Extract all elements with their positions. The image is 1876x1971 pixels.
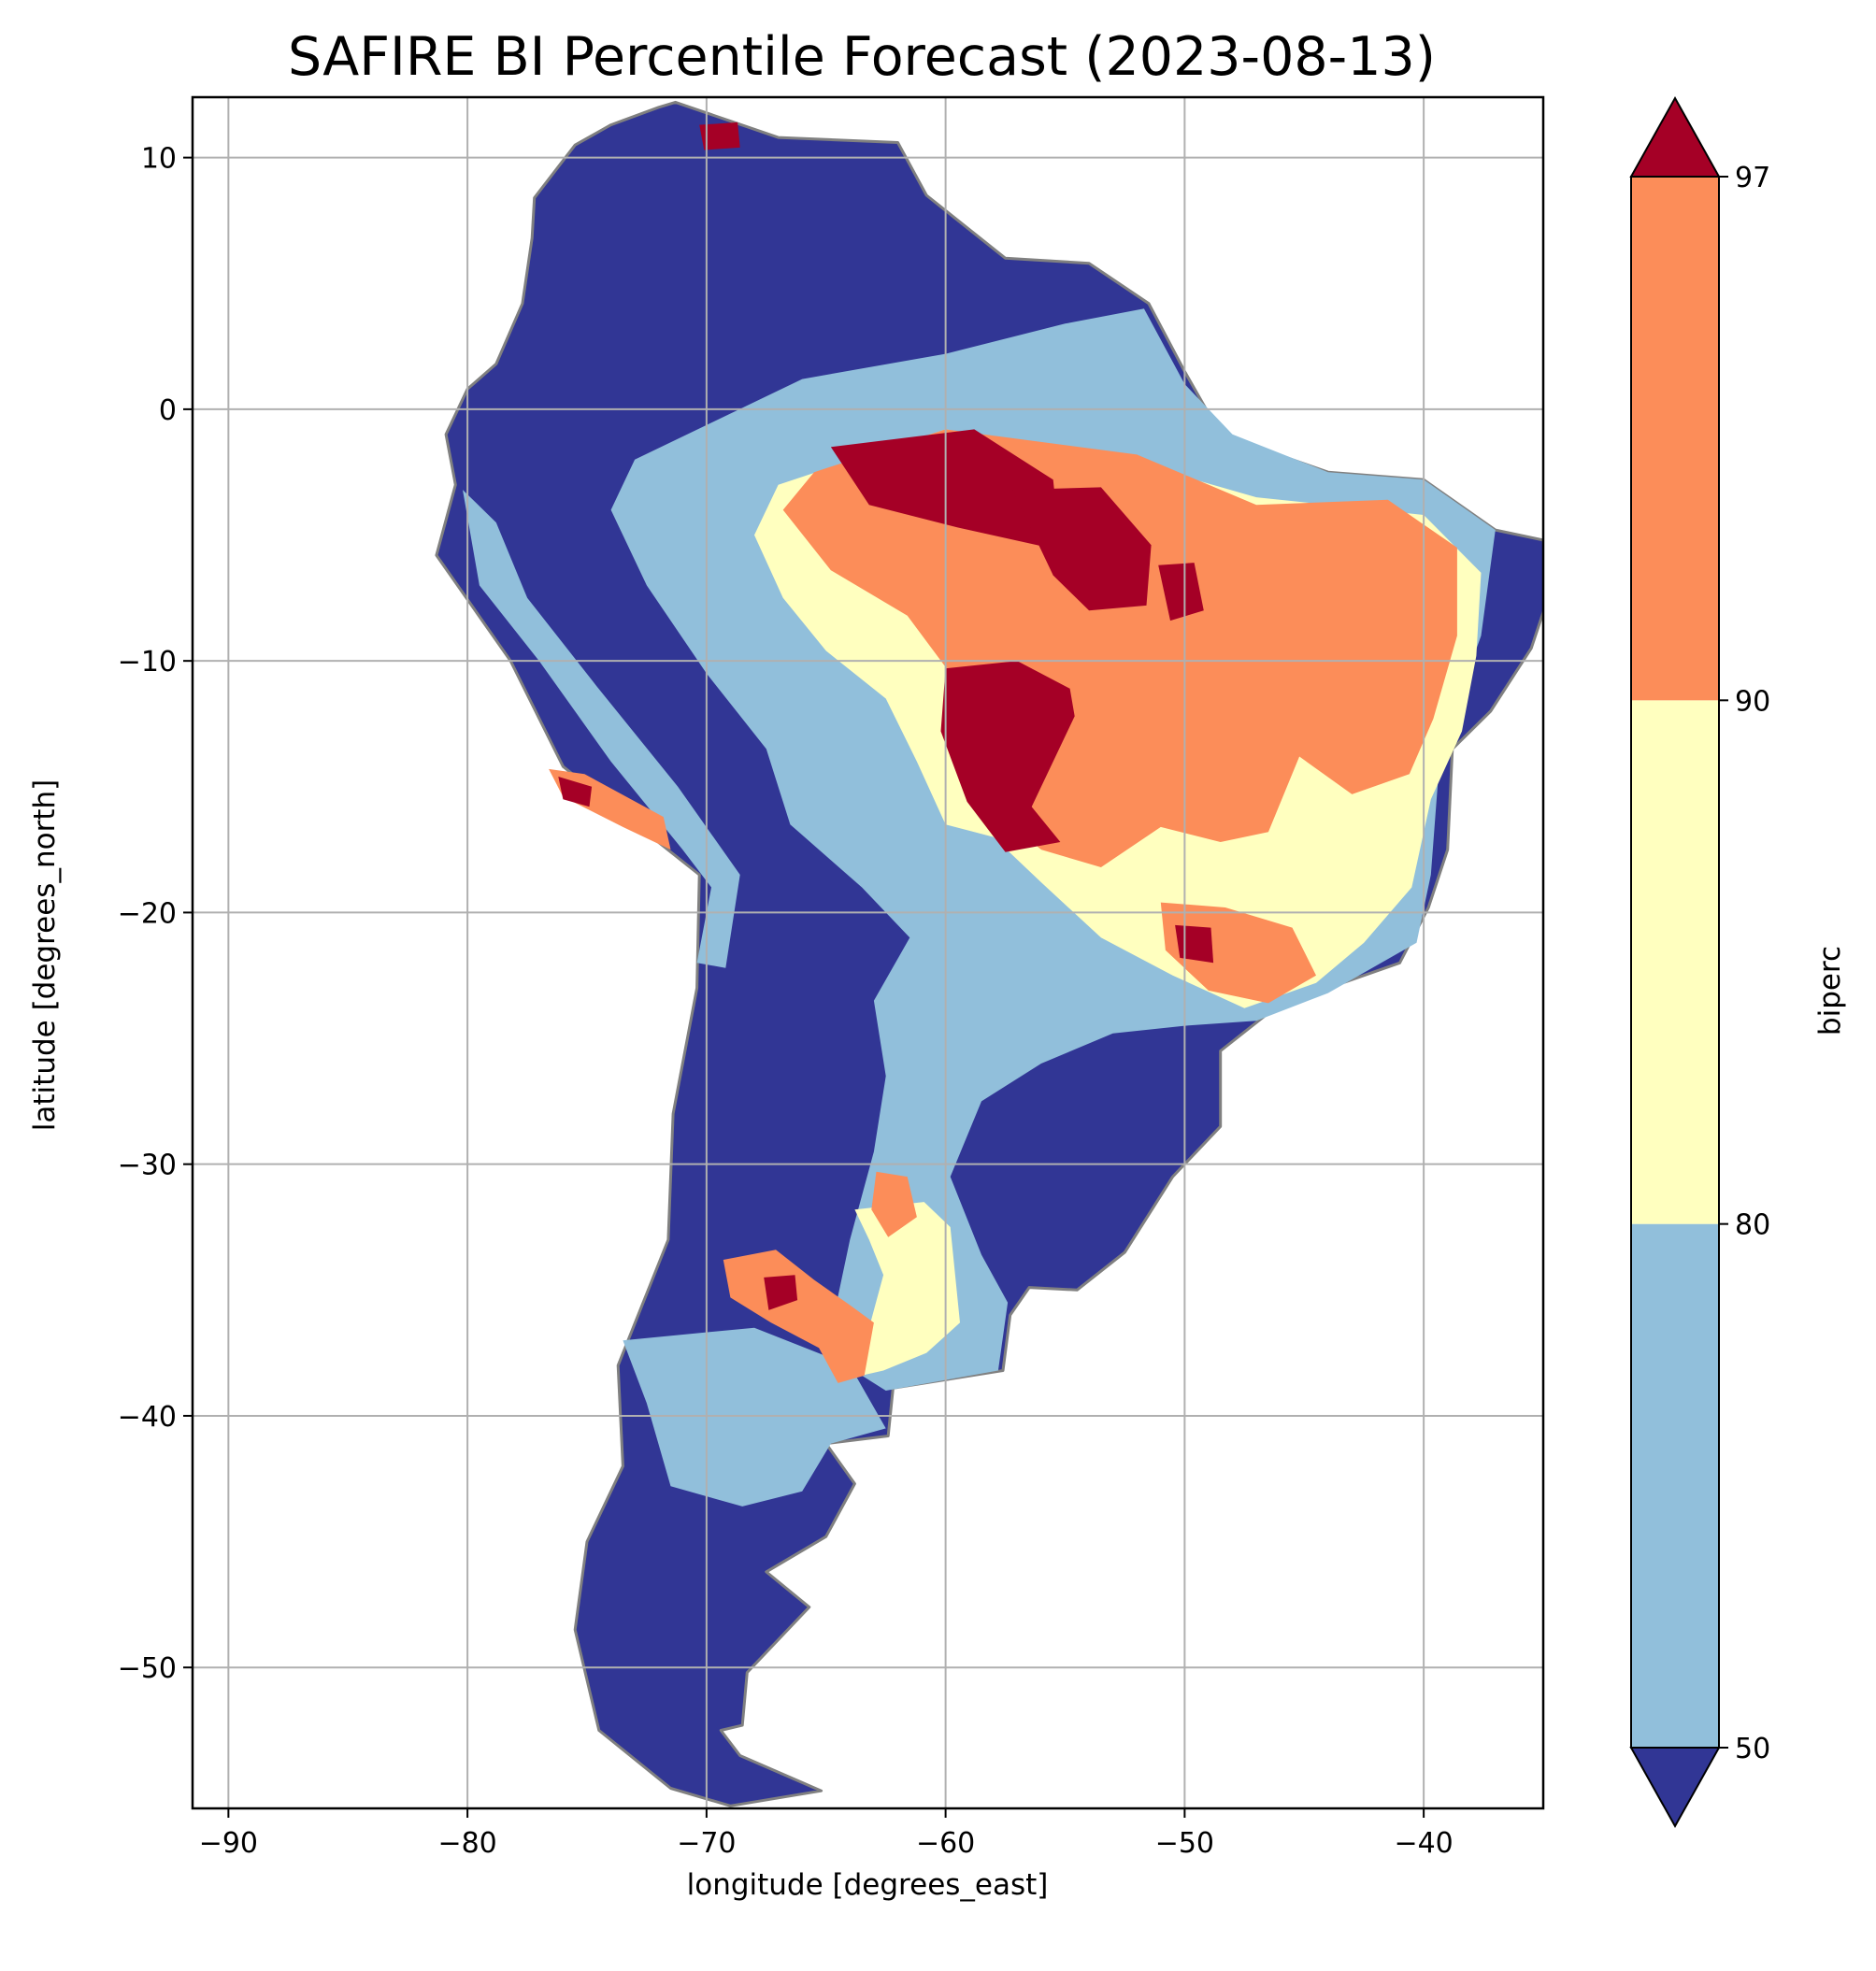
map-region-pampas-orange-2: [871, 1171, 917, 1237]
y-tick-label: −30: [118, 1150, 177, 1182]
x-tick-label: −90: [199, 1827, 258, 1860]
x-tick-label: −40: [1394, 1827, 1453, 1860]
colorbar-tick-label: 90: [1735, 685, 1770, 718]
y-tick-label: 0: [159, 394, 177, 427]
map-title: SAFIRE BI Percentile Forecast (2023-08-1…: [288, 26, 1436, 88]
y-tick-label: −40: [118, 1401, 177, 1434]
colorbar-bin-80-90: [1631, 700, 1719, 1224]
map-region-patagonia: [623, 1327, 886, 1507]
x-axis-label: longitude [degrees_east]: [687, 1868, 1049, 1902]
colorbar-tick-label: 50: [1735, 1733, 1770, 1765]
colorbar-bin-50-80: [1631, 1223, 1719, 1748]
map-region-pampas-red: [764, 1275, 798, 1310]
colorbar-bin-90-97: [1631, 177, 1719, 701]
map-region-caribbean-red: [699, 121, 740, 150]
map-region-andes-coast-red: [558, 777, 593, 807]
gridlines: [193, 97, 1543, 1808]
map-region-andes-belt: [463, 490, 740, 968]
x-tick-label: −60: [916, 1827, 975, 1860]
x-tick-label: −80: [437, 1827, 496, 1860]
map-region-pampas-yellow: [850, 1202, 960, 1378]
map-region-north-east-red-2: [1012, 487, 1152, 611]
map-region-pampas-orange-1: [723, 1250, 874, 1383]
y-tick-label: −10: [118, 646, 177, 678]
colorbar-frame: [1630, 176, 1720, 1749]
y-tick-label: −50: [118, 1652, 177, 1685]
map-region-north-east-orange: [782, 429, 1457, 867]
colorbar-label: biperc: [1813, 946, 1847, 1035]
x-tick-label: −50: [1155, 1827, 1214, 1860]
map-region-south-east-red: [1175, 924, 1214, 964]
colorbar-tick-label: 97: [1735, 162, 1770, 194]
y-axis-label: latitude [degrees_north]: [28, 779, 62, 1131]
colorbar: 50 80 90 97: [1629, 95, 1770, 1829]
map-region-north-east-red-4: [1158, 563, 1204, 621]
x-axis-ticks: −90 −80 −70 −60 −50 −40: [199, 1808, 1454, 1860]
map-region-north-east-red-3: [940, 661, 1075, 852]
y-tick-label: 10: [141, 143, 177, 176]
plot-frame: [191, 95, 1545, 1810]
y-tick-label: −20: [118, 897, 177, 930]
colorbar-tick-label: 80: [1735, 1209, 1770, 1242]
y-axis-ticks: 10 0 −10 −20 −30 −40 −50: [118, 143, 193, 1685]
x-tick-label: −70: [677, 1827, 736, 1860]
